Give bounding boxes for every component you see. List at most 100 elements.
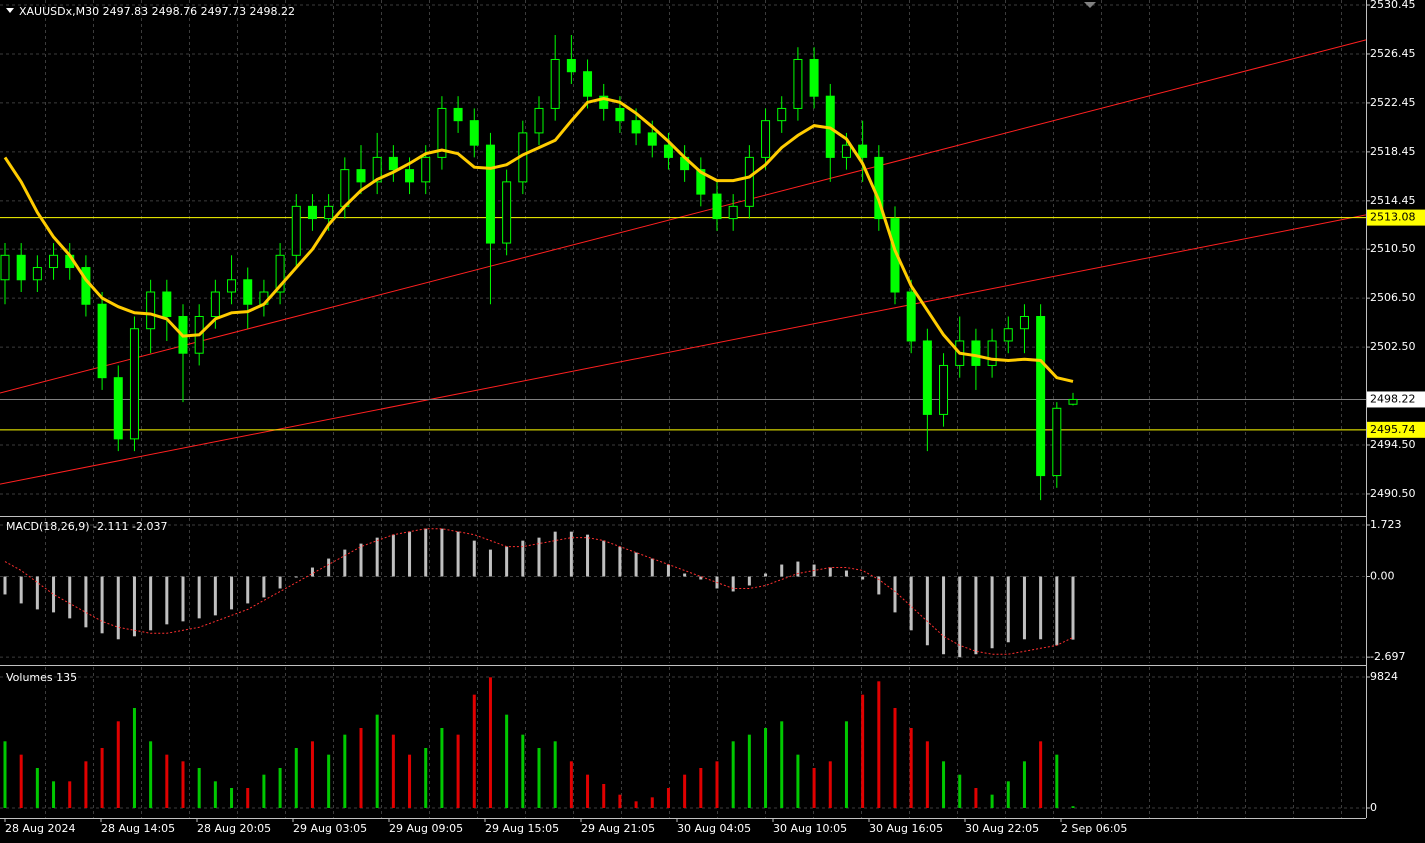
macd-bar [116, 576, 120, 640]
y-tick-label: 2530.45 [1370, 0, 1416, 11]
macd-bar [19, 576, 23, 604]
candle-body [1068, 398, 1078, 405]
macd-bar [958, 576, 962, 658]
macd-bar [780, 564, 784, 577]
macd-bar [505, 546, 509, 577]
macd-bar [197, 576, 201, 619]
volume-bar [505, 714, 509, 808]
y-tick-label: -2.697 [1370, 650, 1405, 663]
macd-signal [4, 528, 1074, 655]
macd-bar [100, 576, 104, 634]
y-tick-label: 2514.45 [1370, 194, 1416, 207]
volume-bar [197, 767, 201, 808]
macd-bar [877, 576, 881, 595]
candle-body [534, 107, 544, 134]
volume-bar [440, 727, 444, 808]
macd-bar [488, 549, 492, 577]
volume-bar [1039, 741, 1043, 808]
volume-bar [262, 774, 266, 808]
candle-body [97, 303, 107, 379]
candle-body [16, 254, 26, 281]
candle-body [583, 71, 593, 97]
candle-body [437, 107, 447, 158]
volume-bar [958, 774, 962, 808]
volume-bar [310, 741, 314, 808]
candle-body [890, 218, 900, 293]
volume-bar [990, 794, 994, 808]
volume-bar [602, 783, 606, 808]
y-tick-label: 2510.50 [1370, 242, 1416, 255]
macd-label: MACD(18,26,9) -2.111 -2.037 [6, 520, 167, 533]
macd-bar [666, 564, 670, 577]
macd-bar [909, 576, 913, 631]
candle-body [712, 193, 722, 220]
macd-bar [68, 576, 72, 619]
macd-bar [132, 576, 136, 637]
candle-body [32, 267, 42, 281]
candle-body [1052, 407, 1062, 477]
volume-bar [424, 747, 428, 808]
macd-bar [440, 528, 444, 577]
price-level-label: 2498.22 [1370, 392, 1416, 405]
time-label: 28 Aug 2024 [5, 822, 75, 835]
time-label: 29 Aug 15:05 [485, 822, 559, 835]
volume-bar [780, 721, 784, 808]
macd-bar [343, 549, 347, 577]
macd-bar [586, 534, 590, 577]
volume-bar [149, 741, 153, 808]
macd-bar [262, 576, 266, 598]
volume-bar [618, 794, 622, 808]
macd-bar [1039, 576, 1043, 640]
volume-bar [35, 767, 39, 808]
candle-body [858, 144, 868, 158]
candle-body [777, 107, 787, 122]
volume-bar [731, 741, 735, 808]
volume-bar [764, 727, 768, 808]
candle-body [922, 340, 932, 415]
candle-body [227, 279, 237, 293]
macd-bar [747, 576, 751, 586]
time-label: 29 Aug 03:05 [293, 822, 367, 835]
shift-marker[interactable] [1084, 2, 1096, 8]
macd-bar [650, 558, 654, 577]
volume-bar [861, 694, 865, 808]
macd-bar [52, 576, 56, 613]
macd-bar [942, 576, 946, 655]
candle-body [550, 58, 560, 109]
volume-bar [942, 761, 946, 808]
time-label: 28 Aug 14:05 [101, 822, 175, 835]
candle-body [761, 120, 771, 158]
macd-bar [893, 576, 897, 613]
menu-arrow[interactable] [6, 8, 14, 13]
volume-bar [747, 734, 751, 808]
volume-bar [537, 747, 541, 808]
macd-bar [327, 558, 331, 577]
macd-bar [1071, 576, 1075, 640]
macd-bar [359, 543, 363, 577]
macd-bar [844, 570, 848, 577]
volume-bar [181, 761, 185, 808]
volume-bar [666, 787, 670, 808]
volume-bar [327, 754, 331, 808]
macd-bar [149, 576, 153, 631]
candle-body [615, 107, 625, 122]
candle-body [275, 254, 285, 293]
price-level-box [1367, 421, 1425, 438]
candle-body [307, 205, 317, 220]
volume-bar [521, 734, 525, 808]
candle-body [388, 156, 398, 171]
candle-body [906, 291, 916, 342]
candle-body [939, 364, 949, 415]
volume-bar [391, 734, 395, 808]
macd-bar [391, 534, 395, 577]
volume-bar [230, 787, 234, 808]
volume-bar [100, 747, 104, 808]
macd-bar [230, 576, 234, 610]
macd-bar [310, 567, 314, 577]
time-label: 29 Aug 09:05 [389, 822, 463, 835]
macd-bar [731, 576, 735, 592]
candle-body [453, 107, 463, 122]
volume-bar [488, 677, 492, 808]
volume-bar [634, 801, 638, 808]
